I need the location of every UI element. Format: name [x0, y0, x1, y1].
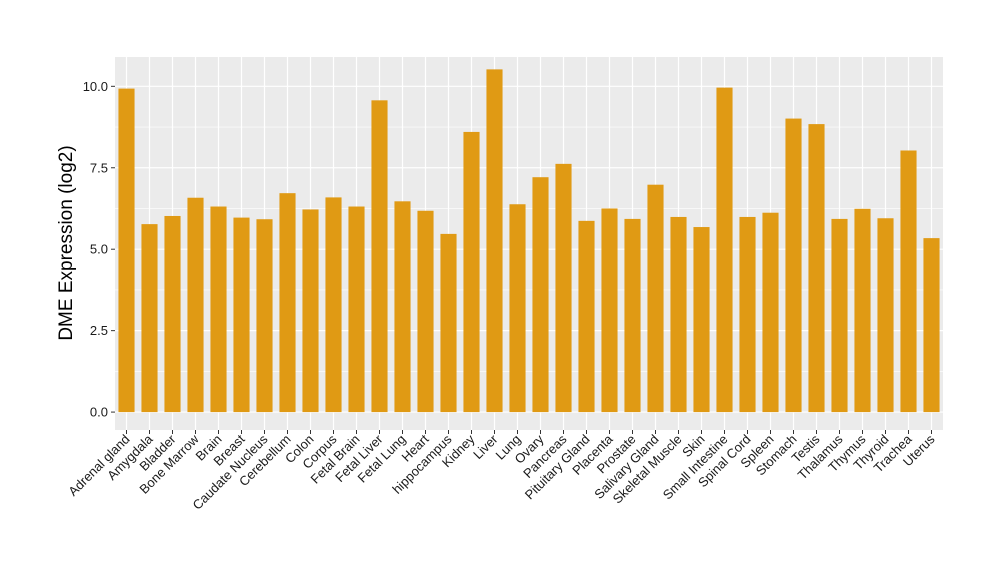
bar	[923, 238, 940, 413]
bar	[302, 209, 319, 413]
bar	[762, 212, 779, 413]
bar	[831, 218, 848, 413]
y-tick-label: 0.0	[90, 405, 108, 420]
bar	[532, 177, 549, 413]
bar	[716, 87, 733, 413]
y-tick-label: 7.5	[90, 160, 108, 175]
bar	[256, 219, 273, 413]
bar	[371, 100, 388, 413]
bar	[854, 208, 871, 413]
plot-panel	[115, 57, 943, 430]
bar	[578, 220, 595, 413]
bar	[233, 217, 250, 413]
bar	[141, 224, 158, 413]
bar	[486, 69, 503, 413]
y-tick-label: 5.0	[90, 242, 108, 257]
bar	[164, 215, 181, 413]
bars	[118, 69, 940, 413]
bar	[509, 204, 526, 413]
bar	[601, 208, 618, 413]
bar	[279, 193, 296, 413]
y-axis: 0.0 2.5 5.0 7.5 10.0	[83, 79, 115, 420]
bar	[785, 118, 802, 413]
bar	[417, 210, 434, 413]
bar	[670, 216, 687, 413]
bar	[463, 131, 480, 413]
bar	[325, 197, 342, 413]
bar	[187, 197, 204, 413]
x-tick-label: Liver	[470, 431, 501, 462]
bar	[808, 124, 825, 413]
y-axis-title: DME Expression (log2)	[56, 145, 77, 340]
bar	[440, 233, 457, 413]
bar	[394, 201, 411, 413]
bar	[624, 218, 641, 413]
bar	[118, 88, 135, 413]
bar	[877, 218, 894, 413]
bar	[693, 227, 710, 413]
y-tick-label: 2.5	[90, 323, 108, 338]
y-tick-label: 10.0	[83, 79, 108, 94]
bar	[348, 206, 365, 413]
bar	[555, 163, 572, 413]
bar	[739, 216, 756, 413]
bar	[210, 206, 227, 413]
bar	[900, 150, 917, 413]
bar	[647, 184, 664, 413]
